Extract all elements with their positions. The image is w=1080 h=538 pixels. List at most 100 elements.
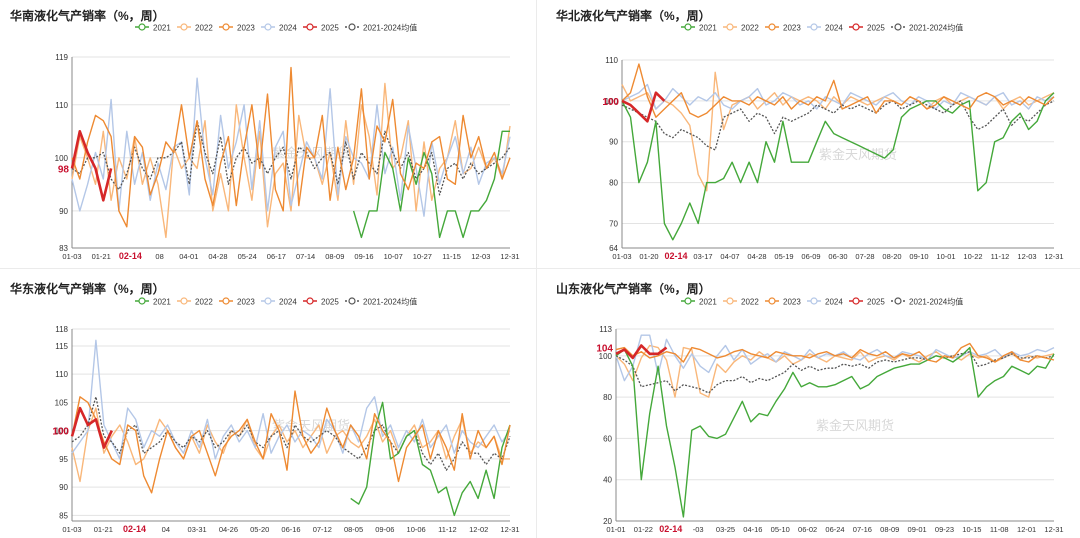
legend-marker [684,23,692,31]
y-tick-label: 83 [59,244,68,253]
x-tick-label: 04-28 [208,252,227,261]
chart-huadong: 2021 2022 2023 2024 2025 2021-2024均值 85 90 95 100… [52,297,519,535]
series-line-2025 [615,344,668,360]
legend-item: 2021 [135,297,171,307]
x-tick-label: 02-14 [664,251,687,261]
legend-item: 2023 [765,23,801,33]
x-tick-label: 11-15 [442,252,461,261]
x-tick-label: 04 [162,525,170,534]
legend-item: 2021 [681,297,717,307]
legend-marker [348,297,356,305]
divider-horizontal [0,268,1080,269]
y-tick-label: 100 [605,97,619,106]
y-tick-label: 64 [609,244,618,253]
series-line-2021 [352,130,510,239]
x-tick-label: 05-24 [238,252,257,261]
y-tick-label: 70 [609,219,618,228]
legend-marker [726,297,734,305]
x-tick-label: 04-01 [179,252,198,261]
x-tick-label: 07-12 [313,525,332,534]
legend-item: 2022 [723,297,759,307]
legend-label: 2021-2024均值 [909,23,963,33]
x-tick-label: 03-31 [188,525,207,534]
chart-title: 华东液化气产销率（%，周） [10,282,165,296]
legend-marker [348,23,356,31]
x-tick-label: 06-16 [281,525,300,534]
legend-label: 2024 [825,298,843,307]
x-tick-label: 01-03 [612,252,631,261]
series-line-2021 [615,346,1055,518]
y-tick-label: 119 [55,53,68,62]
x-tick-label: 07-16 [853,525,872,534]
series-line-avg [71,120,511,196]
legend-label: 2025 [867,24,885,33]
x-tick-label: 08-05 [344,525,363,534]
legend-item: 2021 [681,23,717,33]
y-tick-label: 100 [599,352,613,361]
y-tick-label: 95 [59,455,68,464]
legend-label: 2025 [867,298,885,307]
series-line-2025 [70,130,113,202]
chart-title: 华北液化气产销率（%，周） [556,9,711,23]
y-tick-label: 80 [603,393,612,402]
legend-marker [306,297,314,305]
legend-item: 2024 [807,297,843,307]
legend-item: 2021-2024均值 [345,23,417,33]
legend-label: 2025 [321,298,339,307]
legend-marker [894,297,902,305]
y-tick-label: 110 [55,370,68,379]
x-tick-label: 12-02 [469,525,488,534]
x-tick-label: 01-01 [606,525,625,534]
y-tick-label: 40 [603,476,612,485]
x-tick-label: 06-17 [267,252,286,261]
x-tick-label: 10-15 [962,525,981,534]
legend-item: 2021-2024均值 [345,297,417,307]
legend-marker [810,23,818,31]
legend-marker [306,23,314,31]
legend-item: 2023 [219,23,255,33]
legend-label: 2022 [741,298,759,307]
x-tick-label: 05-10 [771,525,790,534]
marker-label: 98 [58,164,70,175]
legend-label: 2021 [153,24,171,33]
legend-item: 2023 [219,297,255,307]
legend-marker [768,297,776,305]
legend-item: 2022 [177,297,213,307]
series-line-2023 [621,63,1055,118]
x-tick-label: 10-27 [413,252,432,261]
series-line-2025 [621,91,666,123]
legend-marker [138,297,146,305]
x-tick-label: 01-22 [634,525,653,534]
legend-item: 2024 [261,23,297,33]
x-tick-label: 11-12 [991,252,1010,261]
x-tick-label: 07-28 [855,252,874,261]
legend-marker [264,297,272,305]
series-line-2023 [615,342,1055,363]
series-line-2025 [70,406,113,449]
y-tick-label: 20 [603,517,612,526]
x-tick-label: 04-07 [720,252,739,261]
chart-huabei: 2021 2022 2023 2024 2025 2021-2024均值 64 70 80 90 1… [602,23,1063,262]
watermark: 紫金天风期货 [816,418,894,433]
legend-label: 2021-2024均值 [363,23,417,33]
x-tick-label: 08-09 [325,252,344,261]
x-tick-label: 02-14 [123,524,146,534]
x-tick-label: 03-17 [693,252,712,261]
series-line-2023 [71,66,511,228]
y-tick-label: 118 [55,325,68,334]
legend-item: 2025 [303,297,339,307]
divider-vertical [536,0,537,538]
x-tick-label: 09-06 [375,525,394,534]
legend-marker [768,23,776,31]
legend-label: 2023 [783,24,801,33]
legend-marker [264,23,272,31]
x-tick-label: 12-03 [471,252,490,261]
legend-label: 2021-2024均值 [363,297,417,307]
legend-label: 2021-2024均值 [909,297,963,307]
legend-marker [222,297,230,305]
x-tick-label: 12-31 [1044,525,1063,534]
legend-item: 2021-2024均值 [891,297,963,307]
chart-title: 华南液化气产销率（%，周） [10,9,165,23]
x-tick-label: 11-08 [990,525,1009,534]
x-tick-label: -03 [693,525,704,534]
